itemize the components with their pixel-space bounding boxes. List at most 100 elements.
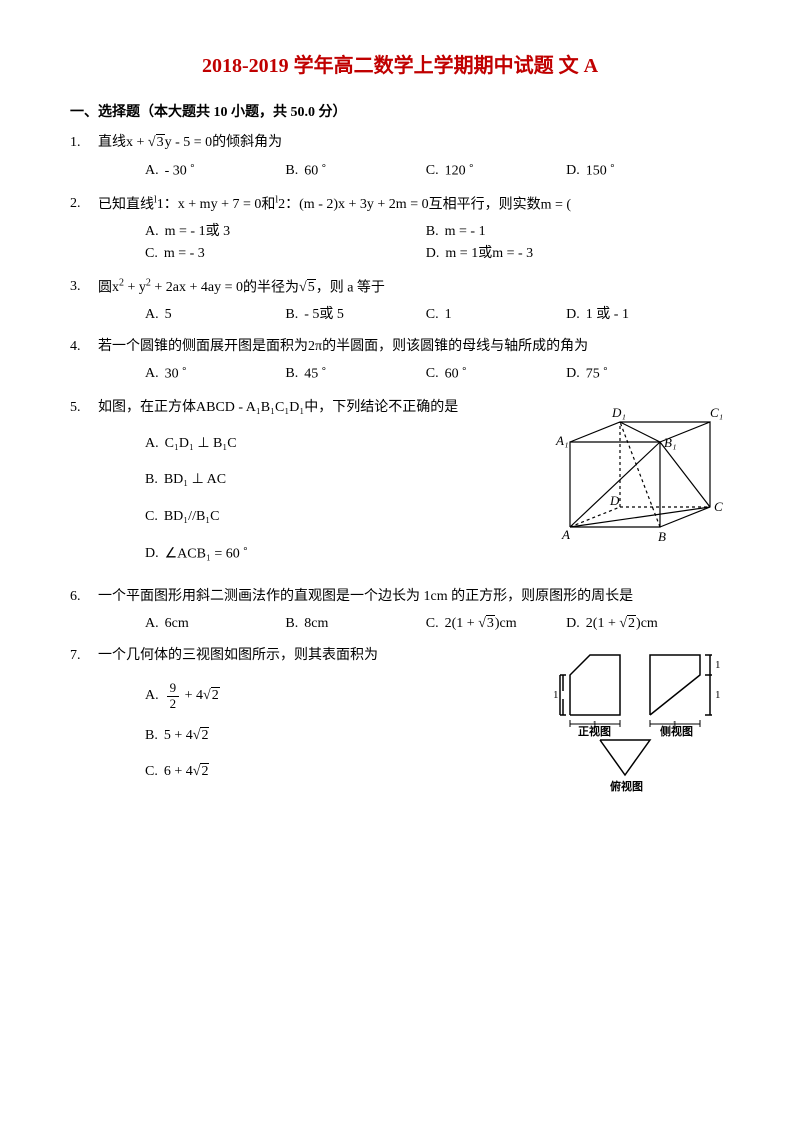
q1-b: 60 (304, 163, 318, 178)
q3-d: 1 或 - 1 (586, 304, 629, 326)
front-view-label: 正视图 (578, 724, 611, 738)
section-heading: 一、选择题（本大题共 10 小题，共 50.0 分） (70, 102, 730, 124)
option-label: D. (566, 613, 580, 635)
option-label: C. (426, 613, 439, 635)
option-label: C. (145, 506, 158, 528)
option-label: D. (566, 160, 580, 182)
q3-a: 5 (165, 304, 172, 326)
option-label: B. (285, 304, 298, 326)
label-D: D (609, 493, 620, 508)
label-C1: C₁ (710, 405, 723, 420)
q4-d: 75 (586, 367, 600, 382)
q6-a: 6cm (165, 613, 189, 635)
q2-c: m = - 3 (164, 243, 205, 265)
q7-c: 6 + 42 (164, 761, 210, 783)
q1-c: 120 (445, 163, 466, 178)
label-B: B (658, 529, 666, 544)
top-view-label: 俯视图 (610, 779, 643, 793)
q3-mid: 的半径为 (243, 280, 299, 295)
question-number: 3. (70, 276, 98, 298)
q2-prefix: 已知直线 (98, 197, 154, 212)
q5-b: BD₁ ⊥ AC (164, 469, 226, 491)
option-label: A. (145, 160, 159, 182)
question-1: 1. 直线x + 3y - 5 = 0的倾斜角为 (70, 132, 730, 154)
q4-options: A.30 ∘ B.45 ∘ C.60 ∘ D.75 ∘ (145, 362, 730, 386)
q3-options: A. 5 B. - 5或 5 C. 1 D. 1 或 - 1 (145, 304, 730, 326)
option-label: D. (145, 543, 159, 565)
q2-l1: l1：x + my + 7 = 0 (154, 197, 261, 212)
q6-d: 2(1 + 2)cm (586, 613, 658, 635)
option-label: B. (285, 363, 298, 385)
q6-c: 2(1 + 3)cm (445, 613, 517, 635)
q5-c: BD₁//B₁C (164, 506, 220, 528)
q6-text: 一个平面图形用斜二测画法作的直观图是一个边长为 1cm 的正方形，则原图形的周长… (98, 586, 730, 608)
side-view-label: 侧视图 (660, 724, 693, 738)
option-label: A. (145, 304, 159, 326)
question-2: 2. 已知直线l1：x + my + 7 = 0和l2：(m - 2)x + 3… (70, 193, 730, 217)
q2-tail: m = ( (541, 197, 571, 212)
question-number: 4. (70, 336, 98, 358)
q2-options: A.m = - 1或 3 B.m = - 1 C.m = - 3 D.m = 1… (145, 221, 730, 266)
label-C: C (714, 499, 723, 514)
question-6: 6. 一个平面图形用斜二测画法作的直观图是一个边长为 1cm 的正方形，则原图形… (70, 586, 730, 608)
q5-prefix: 如图，在正方体 (98, 400, 196, 415)
option-label: B. (285, 160, 298, 182)
question-number: 5. (70, 397, 98, 419)
q5-d: ∠ACB₁ = 60 (165, 547, 240, 562)
question-5-block: D₁ C₁ A₁ B₁ D C A B 5. 如图，在正方体ABCD - A₁B… (70, 397, 730, 581)
option-label: B. (145, 469, 158, 491)
label-D1: D₁ (611, 405, 626, 420)
question-number: 1. (70, 132, 98, 154)
option-label: B. (145, 725, 158, 747)
option-label: D. (426, 243, 440, 265)
q1-equation: x + 3y - 5 = 0 (126, 135, 212, 150)
q5-suffix: 中，下列结论不正确的是 (304, 400, 458, 415)
option-label: C. (145, 243, 158, 265)
option-label: C. (426, 160, 439, 182)
question-number: 7. (70, 645, 98, 667)
q2-a: m = - 1或 3 (165, 221, 230, 243)
question-number: 6. (70, 586, 98, 608)
question-4: 4. 若一个圆锥的侧面展开图是面积为2π的半圆面，则该圆锥的母线与轴所成的角为 (70, 336, 730, 358)
q2-mid2: 互相平行，则实数 (429, 197, 541, 212)
option-label: A. (145, 685, 159, 707)
dim-label: 1 (715, 689, 721, 701)
q3-eq: x2 + y2 + 2ax + 4ay = 0 (112, 280, 243, 295)
q7-a: 92 + 42 (165, 681, 220, 711)
q1-options: A.- 30 ∘ B.60 ∘ C.120 ∘ D.150 ∘ (145, 159, 730, 183)
dim-label: 1 (553, 689, 559, 701)
option-label: C. (145, 761, 158, 783)
q1-suffix: 的倾斜角为 (212, 135, 282, 150)
label-A1: A₁ (555, 433, 568, 448)
q7-text: 一个几何体的三视图如图所示，则其表面积为 (98, 645, 532, 667)
option-label: C. (426, 304, 439, 326)
option-label: D. (566, 304, 580, 326)
q5-cube: ABCD - A₁B₁C₁D₁ (196, 400, 304, 415)
option-label: A. (145, 363, 159, 385)
q1-a: - 30 (165, 163, 187, 178)
q3-c: 1 (445, 304, 452, 326)
option-label: C. (426, 363, 439, 385)
q2-b: m = - 1 (445, 221, 486, 243)
q1-d: 150 (586, 163, 607, 178)
q5-a: C₁D₁ ⊥ B₁C (165, 433, 237, 455)
option-label: B. (285, 613, 298, 635)
three-view-figure: 1 1 1 1 1 正视图 侧视图 俯视图 (540, 645, 730, 803)
q2-l2: l2：(m - 2)x + 3y + 2m = 0 (275, 197, 428, 212)
question-7-block: 1 1 1 1 1 正视图 侧视图 俯视图 7. 一个几何体的三视图如图所示，则… (70, 645, 730, 803)
q6-options: A.6cm B.8cm C.2(1 + 3)cm D.2(1 + 2)cm (145, 613, 730, 635)
cube-figure: D₁ C₁ A₁ B₁ D C A B (550, 397, 730, 565)
q3-suffix: ，则 a 等于 (316, 280, 385, 295)
option-label: A. (145, 613, 159, 635)
q4-a: 30 (165, 367, 179, 382)
q3-prefix: 圆 (98, 280, 112, 295)
dim-label: 1 (715, 659, 721, 671)
q1-prefix: 直线 (98, 135, 126, 150)
question-number: 2. (70, 193, 98, 215)
q7-b: 5 + 42 (164, 725, 210, 747)
q2-d: m = 1或m = - 3 (445, 243, 533, 265)
q3-b: - 5或 5 (304, 304, 344, 326)
option-label: A. (145, 433, 159, 455)
q2-mid1: 和 (261, 197, 275, 212)
q4-c: 60 (445, 367, 459, 382)
